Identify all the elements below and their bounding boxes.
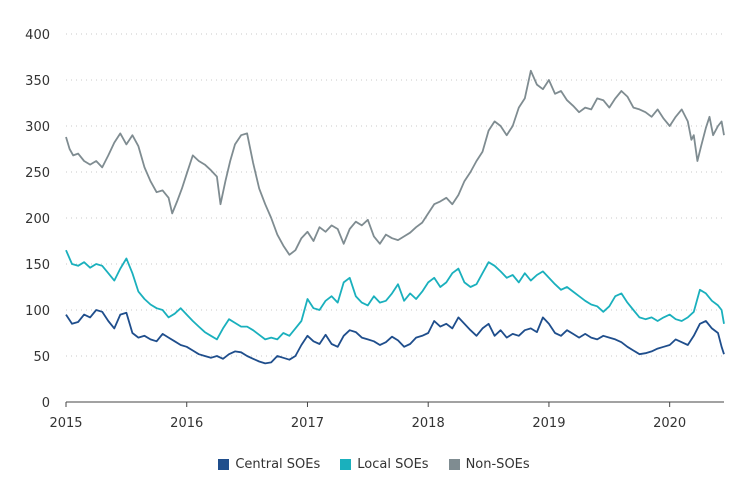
legend: Central SOEs Local SOEs Non-SOEs (0, 457, 748, 472)
y-tick-label: 0 (42, 396, 50, 411)
y-tick-label: 300 (25, 120, 50, 135)
x-tick-label: 2017 (291, 416, 324, 431)
y-tick-label: 150 (25, 258, 50, 273)
legend-label-central-soes: Central SOEs (235, 457, 321, 472)
legend-swatch-non-soes (448, 459, 460, 470)
series-line-non-soes (65, 69, 725, 256)
x-tick-label: 2020 (653, 416, 686, 431)
gridlines (66, 33, 724, 357)
legend-item-local-soes: Local SOEs (340, 457, 429, 472)
series-line-local-soes (65, 249, 725, 341)
legend-swatch-local-soes (340, 459, 352, 470)
x-tick-label: 2015 (49, 416, 82, 431)
y-tick-label: 200 (25, 212, 50, 227)
y-tick-label: 100 (25, 304, 50, 319)
y-tick-label: 350 (25, 74, 50, 89)
legend-label-non-soes: Non-SOEs (465, 457, 530, 472)
x-tick-label: 2016 (170, 416, 203, 431)
legend-label-local-soes: Local SOEs (357, 457, 429, 472)
y-tick-label: 50 (33, 350, 50, 365)
y-tick-label: 400 (25, 28, 50, 43)
y-axis-tick-labels: 0 50 100 150 200 250 300 350 400 (25, 28, 50, 411)
legend-swatch-central-soes (218, 459, 230, 470)
x-tick-label: 2018 (412, 416, 445, 431)
legend-item-central-soes: Central SOEs (218, 457, 320, 472)
series-line-central-soes (65, 309, 725, 365)
x-axis-tick-labels: 2015 2016 2017 2018 2019 2020 (49, 402, 686, 431)
series-lines (65, 69, 725, 365)
x-tick-label: 2019 (532, 416, 565, 431)
y-tick-label: 250 (25, 166, 50, 181)
legend-item-non-soes: Non-SOEs (448, 457, 530, 472)
